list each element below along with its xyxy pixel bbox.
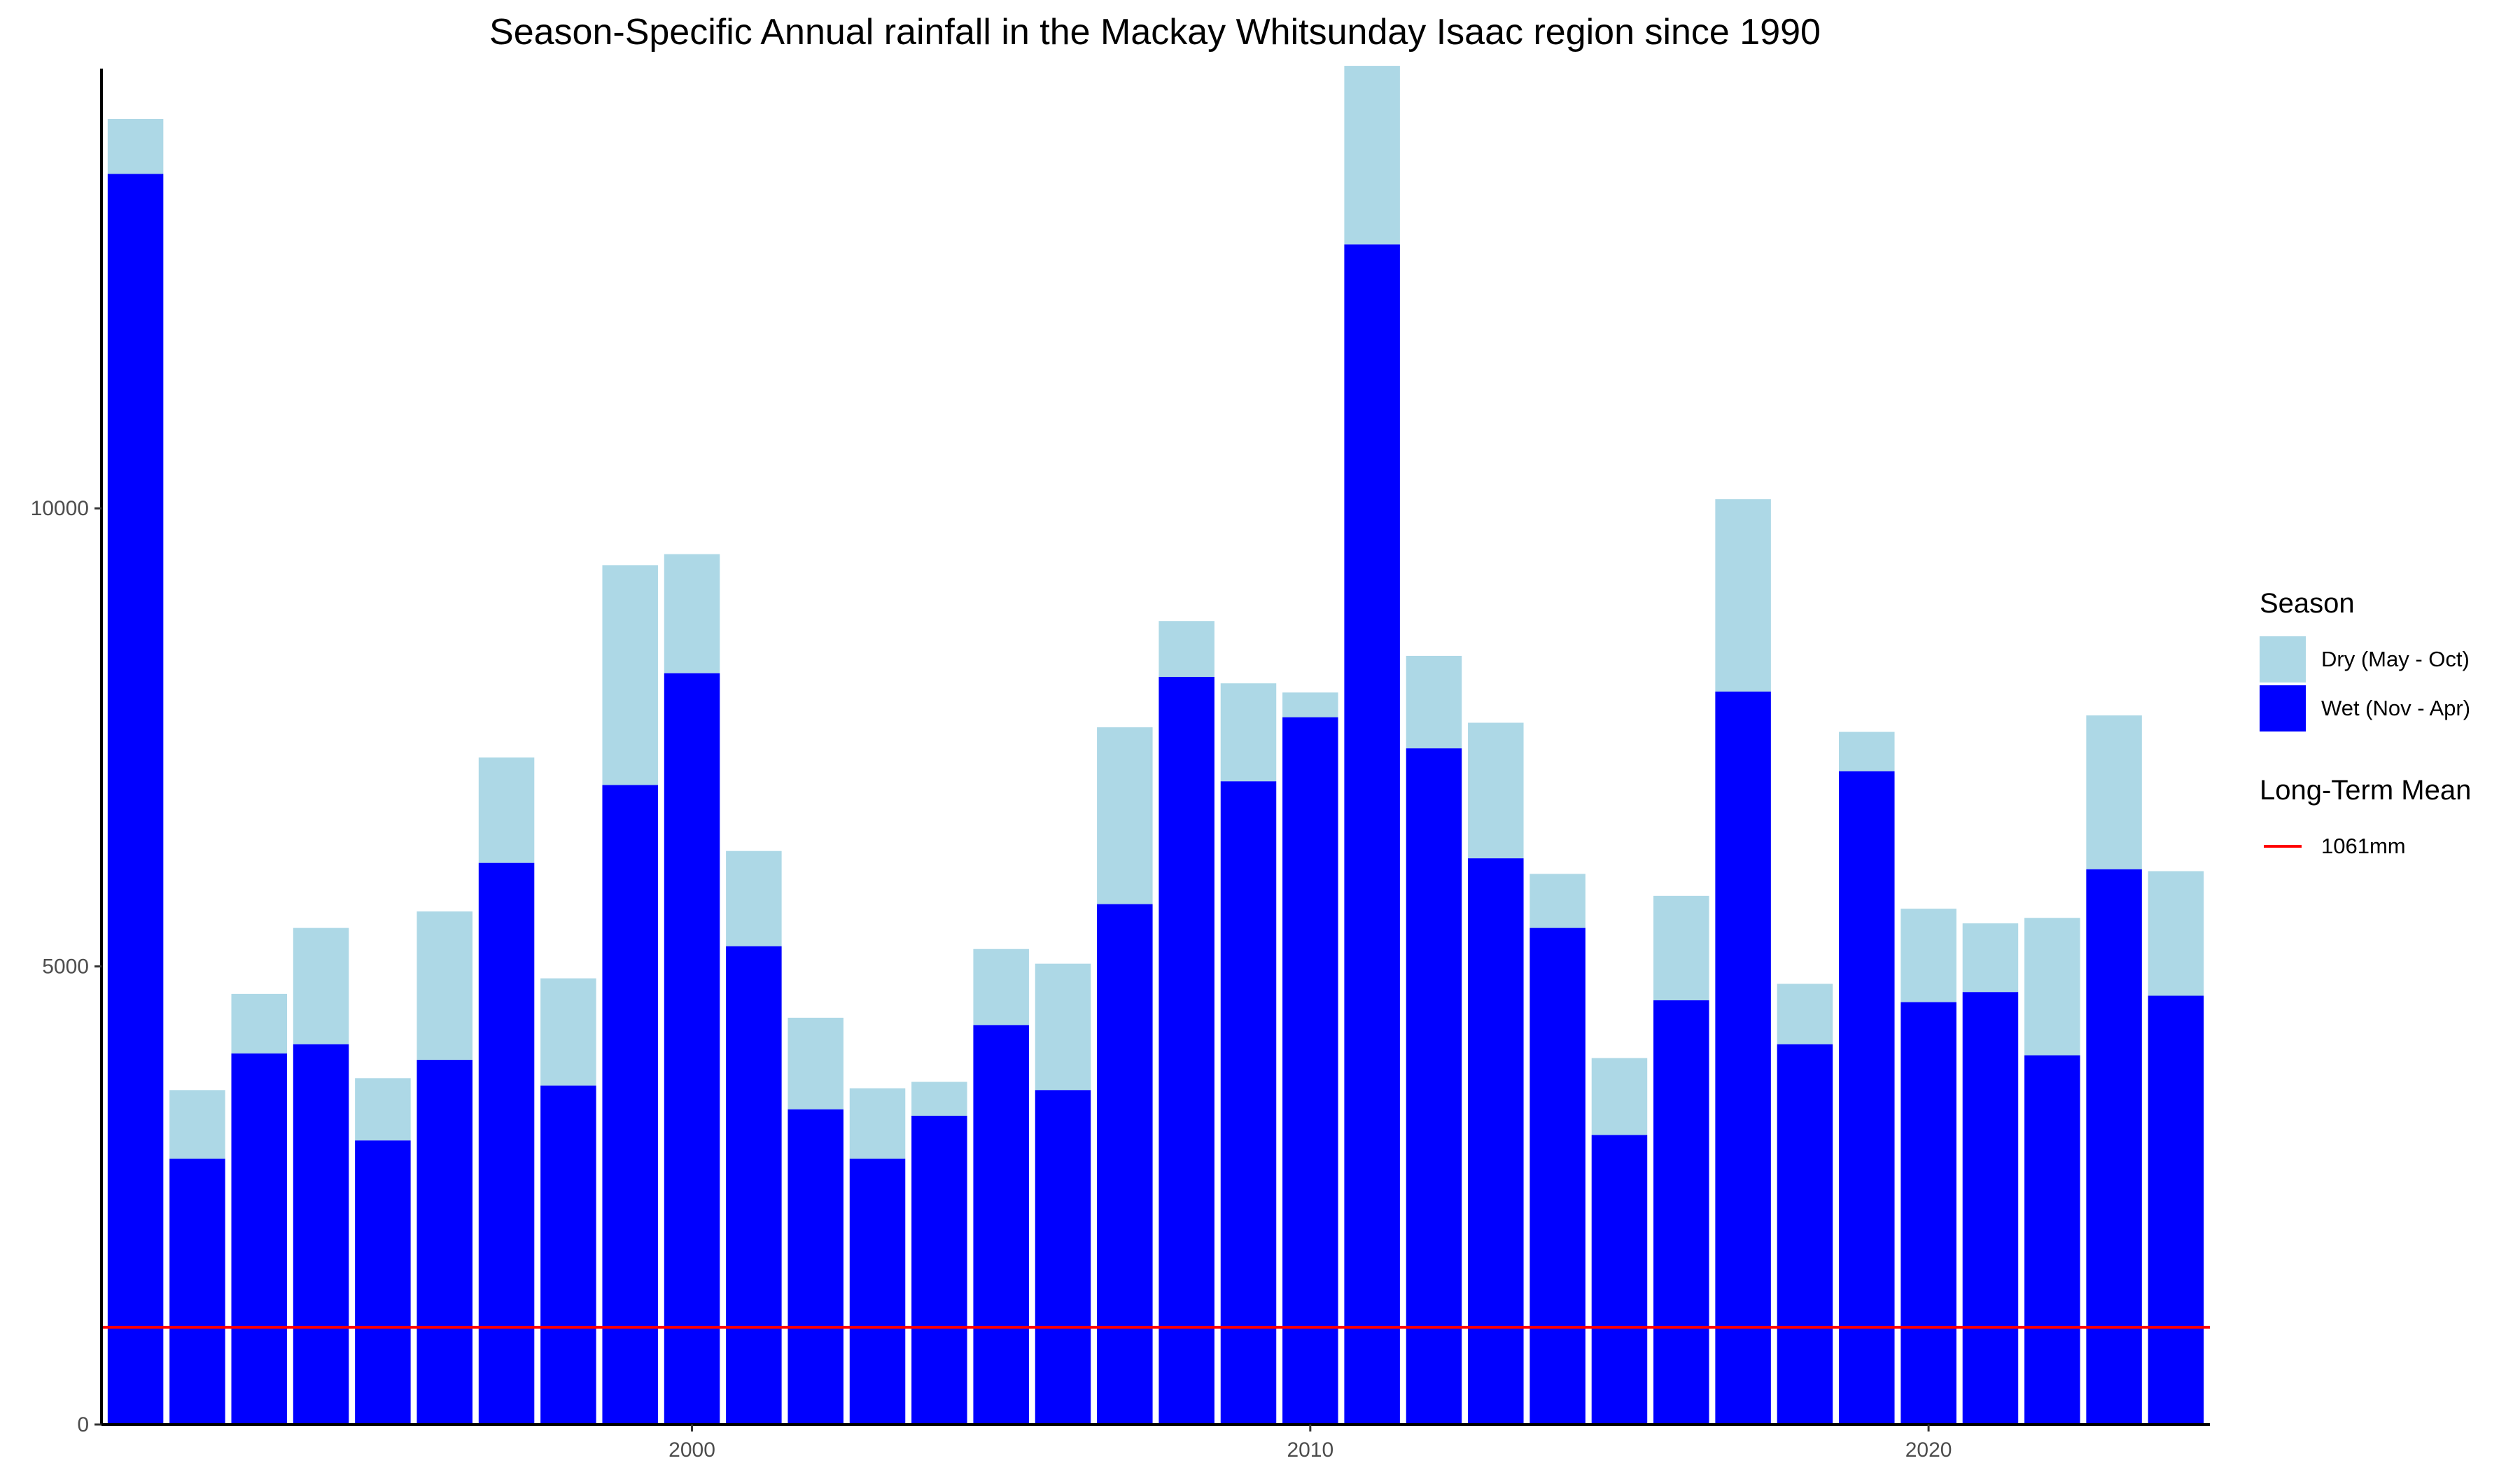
bar-dry-1999 [602, 565, 658, 785]
bar-dry-2008 [1158, 621, 1214, 678]
bar-dry-1996 [416, 911, 472, 1060]
bar-wet-2016 [1653, 1000, 1709, 1424]
bar-dry-2017 [1715, 499, 1771, 692]
bar-dry-1998 [540, 978, 596, 1086]
bar-dry-2003 [849, 1088, 906, 1159]
bar-dry-2016 [1653, 895, 1709, 1001]
bar-dry-2002 [788, 1017, 844, 1110]
bar-dry-2018 [1777, 983, 1833, 1044]
bar-dry-2009 [1220, 683, 1277, 782]
bar-wet-2010 [1282, 717, 1338, 1424]
bar-wet-1992 [169, 1158, 225, 1424]
bar-dry-1993 [231, 993, 287, 1054]
bar-wet-1995 [355, 1140, 411, 1424]
bar-wet-2007 [1097, 904, 1153, 1424]
bar-wet-2013 [1468, 858, 1524, 1424]
bar-dry-2010 [1282, 692, 1338, 718]
bar-wet-2017 [1715, 691, 1771, 1425]
y-axis-ticks: 0 5000 10000 [31, 497, 102, 1436]
bar-wet-2015 [1591, 1135, 1648, 1424]
legend-item-dry: Dry (May - Oct) [2260, 635, 2471, 684]
bar-dry-1991 [107, 118, 164, 174]
legend-key-mean-line [2260, 822, 2306, 871]
bar-dry-2014 [1530, 874, 1586, 928]
bar-wet-1996 [416, 1060, 472, 1424]
bar-dry-2004 [911, 1082, 967, 1116]
bar-wet-1997 [478, 862, 535, 1424]
bar-wet-2021 [1962, 992, 2019, 1424]
bar-dry-2023 [2086, 715, 2142, 869]
bar-wet-2023 [2086, 869, 2142, 1424]
bar-wet-1994 [293, 1044, 349, 1424]
bar-wet-2008 [1158, 677, 1214, 1424]
legend: Season Dry (May - Oct) Wet (Nov - Apr) L… [2260, 588, 2471, 871]
bar-wet-2022 [2024, 1055, 2080, 1424]
legend-item-mean: 1061mm [2260, 822, 2471, 871]
wet-season-bars [107, 174, 2204, 1425]
bar-dry-1997 [478, 757, 535, 863]
bar-dry-2020 [1900, 909, 1956, 1002]
bar-wet-2003 [849, 1158, 906, 1424]
bar-dry-2011 [1344, 66, 1400, 245]
bar-wet-1999 [602, 785, 658, 1424]
bar-dry-2013 [1468, 722, 1524, 859]
bar-wet-2006 [1035, 1090, 1091, 1424]
bar-dry-2021 [1962, 923, 2019, 993]
bar-dry-2005 [973, 948, 1029, 1026]
bar-dry-2024 [2148, 871, 2204, 996]
bar-dry-2000 [664, 554, 720, 673]
bar-dry-2007 [1097, 727, 1153, 904]
legend-item-wet: Wet (Nov - Apr) [2260, 684, 2471, 733]
bar-dry-1994 [293, 927, 349, 1044]
bar-wet-2018 [1777, 1044, 1833, 1424]
bar-wet-2024 [2148, 995, 2204, 1424]
bar-wet-2005 [973, 1025, 1029, 1424]
legend-label-wet: Wet (Nov - Apr) [2321, 696, 2471, 720]
bar-wet-2000 [664, 673, 720, 1424]
bar-dry-2019 [1839, 732, 1895, 771]
bar-wet-1991 [107, 174, 164, 1424]
legend-season-title: Season [2260, 588, 2355, 619]
bar-dry-2001 [726, 850, 782, 946]
legend-swatch-dry [2260, 636, 2306, 682]
bar-wet-2011 [1344, 244, 1400, 1424]
bar-wet-2002 [788, 1109, 844, 1424]
bar-dry-2022 [2024, 918, 2080, 1056]
y-tick-label-10000: 10000 [31, 497, 89, 520]
bar-dry-2012 [1406, 655, 1462, 749]
bar-wet-2001 [726, 946, 782, 1424]
y-tick-label-5000: 5000 [42, 955, 89, 979]
bar-dry-2006 [1035, 963, 1091, 1091]
bar-wet-2020 [1900, 1002, 1956, 1424]
bar-wet-2014 [1530, 927, 1586, 1424]
x-tick-label-2000: 2000 [668, 1438, 715, 1462]
legend-mean-title: Long-Term Mean [2260, 775, 2472, 806]
legend-swatch-wet [2260, 685, 2306, 732]
chart-title: Season-Specific Annual rainfall in the M… [489, 12, 1821, 52]
bar-dry-1992 [169, 1090, 225, 1159]
legend-label-mean: 1061mm [2321, 834, 2406, 858]
x-axis-ticks: 2000 2010 2020 [668, 1424, 1952, 1462]
bar-dry-1995 [355, 1078, 411, 1141]
bar-wet-1998 [540, 1085, 596, 1424]
x-tick-label-2010: 2010 [1287, 1438, 1334, 1462]
bar-wet-2004 [911, 1115, 967, 1424]
bar-wet-2012 [1406, 748, 1462, 1424]
bar-wet-2009 [1220, 781, 1277, 1424]
bar-wet-1993 [231, 1053, 287, 1424]
legend-label-dry: Dry (May - Oct) [2321, 647, 2470, 671]
y-tick-label-0: 0 [77, 1413, 89, 1436]
bar-wet-2019 [1839, 771, 1895, 1424]
dry-season-bars [107, 66, 2204, 1159]
x-tick-label-2020: 2020 [1905, 1438, 1952, 1462]
bar-dry-2015 [1591, 1058, 1648, 1135]
